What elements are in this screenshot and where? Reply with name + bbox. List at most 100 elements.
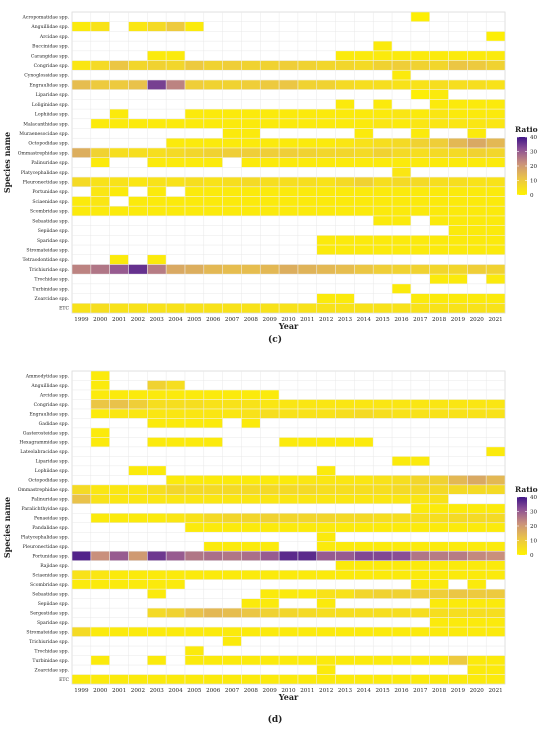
heatmap-cell (317, 532, 336, 542)
heatmap-cell (128, 399, 148, 409)
heatmap-cell (91, 157, 110, 168)
heatmap-cell (241, 475, 260, 485)
heatmap-cell (411, 303, 430, 313)
heatmap-cell (204, 513, 223, 523)
heatmap-cell (72, 627, 91, 637)
heatmap-cell (429, 513, 449, 523)
heatmap-cell (260, 157, 279, 168)
heatmap-cell (91, 371, 110, 381)
row-label: Cynoglossidae spp. (24, 73, 69, 79)
heatmap-cell (166, 303, 185, 313)
heatmap-cell (279, 157, 298, 168)
heatmap-cell (317, 157, 336, 168)
heatmap-cell (335, 542, 355, 551)
heatmap-cell (91, 485, 110, 495)
heatmap-cell (354, 608, 373, 618)
heatmap-cell (260, 303, 279, 313)
heatmap-cell (411, 245, 430, 255)
heatmap-cell (222, 80, 242, 90)
heatmap-cell (373, 542, 392, 551)
heatmap-cell (429, 409, 449, 419)
heatmap-cell (204, 475, 223, 485)
heatmap-cell (260, 523, 279, 532)
heatmap-cell (241, 206, 260, 216)
heatmap-cell (429, 80, 449, 90)
heatmap-cell (260, 60, 279, 70)
heatmap-cell (185, 475, 204, 485)
heatmap-cell (411, 177, 430, 187)
heatmap-cell (128, 579, 148, 589)
heatmap-cell (222, 513, 242, 523)
heatmap-cell (354, 560, 373, 570)
row-label: Paralichthyidae spp. (22, 506, 70, 512)
heatmap-cell (335, 485, 355, 495)
heatmap-cell (204, 264, 223, 274)
heatmap-cell (392, 167, 411, 177)
heatmap-cell (411, 148, 430, 158)
heatmap-cell (486, 293, 505, 303)
heatmap-cell (486, 303, 505, 313)
heatmap-cell (335, 99, 355, 109)
heatmap-cell (298, 409, 317, 419)
heatmap-cell (260, 206, 279, 216)
heatmap-cell (354, 109, 373, 119)
heatmap-cell (279, 570, 298, 580)
legend-tick-label: 40 (530, 495, 538, 501)
heatmap-cell (429, 579, 449, 589)
heatmap-cell (373, 513, 392, 523)
heatmap-cell (429, 485, 449, 495)
row-label: Rajidae spp. (40, 563, 69, 569)
heatmap-cell (279, 60, 298, 70)
heatmap-cell (373, 138, 392, 148)
heatmap-cell (411, 119, 430, 129)
heatmap-cell (241, 138, 260, 148)
x-tick-label: 2015 (376, 688, 391, 694)
heatmap-cell (317, 513, 336, 523)
x-tick-label: 2011 (300, 688, 314, 694)
heatmap-cell (429, 109, 449, 119)
heatmap-cell (185, 674, 204, 684)
heatmap-cell (486, 60, 505, 70)
heatmap-cell (260, 148, 279, 158)
heatmap-cell (429, 608, 449, 618)
heatmap-cell (354, 409, 373, 419)
heatmap-cell (354, 303, 373, 313)
heatmap-cell (204, 551, 223, 561)
heatmap-cell (241, 551, 260, 561)
heatmap-cell (317, 60, 336, 70)
heatmap-cell (392, 157, 411, 168)
heatmap-cell (335, 437, 355, 447)
heatmap-cell (354, 674, 373, 684)
heatmap-cell (392, 206, 411, 216)
heatmap-cell (373, 475, 392, 485)
heatmap-cell (392, 655, 411, 665)
heatmap-cell (411, 293, 430, 303)
heatmap-cell (429, 148, 449, 158)
heatmap-cell (166, 380, 185, 390)
heatmap-cell (373, 409, 392, 419)
heatmap-cell (241, 157, 260, 168)
heatmap-cell (204, 418, 223, 428)
row-label: Anguillidae spp. (30, 24, 69, 30)
heatmap-cell (486, 119, 505, 129)
heatmap-cell (354, 60, 373, 70)
heatmap-cell (166, 119, 185, 129)
heatmap-cell (467, 551, 486, 561)
heatmap-cell (467, 513, 486, 523)
heatmap-cell (222, 494, 242, 504)
heatmap-cell (241, 390, 260, 400)
heatmap-cell (109, 60, 129, 70)
heatmap-cell (147, 513, 166, 523)
heatmap-cell (448, 225, 468, 236)
row-label: Scombridae spp. (30, 582, 70, 588)
heatmap-cell (166, 570, 185, 580)
heatmap-cell (467, 560, 486, 570)
heatmap-cell (429, 206, 449, 216)
heatmap-cell (392, 494, 411, 504)
heatmap-cell (448, 274, 468, 284)
heatmap-cell (373, 245, 392, 255)
x-tick-label: 2012 (319, 317, 334, 323)
heatmap-cell (185, 627, 204, 637)
heatmap-cell (260, 551, 279, 561)
heatmap-cell (241, 627, 260, 637)
